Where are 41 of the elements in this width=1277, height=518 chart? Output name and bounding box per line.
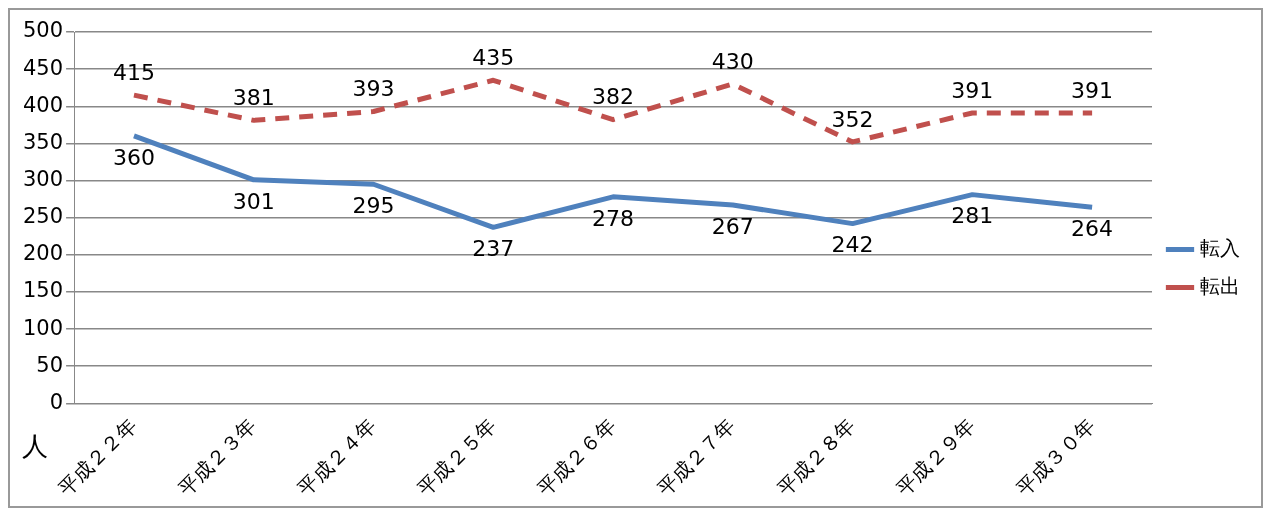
y-tick-label: 50 (36, 352, 64, 377)
data-label: 242 (831, 232, 874, 258)
x-tick-label: 平成２８年 (772, 413, 860, 501)
legend-label: 転出 (1200, 273, 1240, 298)
y-tick-label: 0 (49, 389, 64, 414)
x-tick-label: 平成２３年 (173, 413, 261, 501)
x-tick-label: 平成２６年 (532, 413, 621, 501)
x-tick-label: 平成２９年 (891, 413, 980, 501)
data-label: 381 (232, 85, 275, 111)
y-tick-label: 450 (22, 55, 64, 80)
data-label: 435 (472, 44, 515, 70)
y-tick-label: 300 (22, 166, 64, 191)
data-label: 281 (951, 203, 994, 229)
y-tick-label: 400 (22, 92, 64, 117)
data-label: 267 (711, 213, 754, 239)
x-tick-label: 平成３０年 (1011, 413, 1100, 501)
y-tick-label: 200 (22, 241, 64, 266)
y-axis-title: 人 (22, 430, 48, 461)
data-label: 237 (472, 236, 515, 262)
data-label: 264 (1071, 215, 1114, 241)
data-label: 301 (232, 188, 275, 214)
x-tick-label: 平成２４年 (293, 413, 381, 501)
data-label: 360 (112, 144, 155, 170)
data-label: 430 (711, 48, 754, 74)
data-label: 382 (592, 84, 635, 110)
y-tick-label: 500 (22, 18, 64, 43)
y-tick-label: 250 (22, 204, 64, 229)
x-tick-label: 平成２５年 (412, 413, 501, 501)
data-label: 415 (112, 59, 155, 85)
data-label: 278 (592, 205, 635, 231)
data-label: 393 (352, 76, 395, 102)
data-label: 295 (352, 192, 395, 218)
data-label: 391 (1071, 77, 1114, 103)
y-tick-label: 350 (22, 129, 64, 154)
x-tick-label: 平成２７年 (652, 413, 741, 501)
data-label: 391 (951, 77, 994, 103)
y-tick-label: 100 (22, 315, 64, 340)
data-label: 352 (831, 106, 874, 132)
y-tick-label: 150 (22, 278, 64, 303)
x-tick-label: 平成２２年 (53, 413, 142, 501)
legend-label: 転入 (1200, 235, 1240, 260)
